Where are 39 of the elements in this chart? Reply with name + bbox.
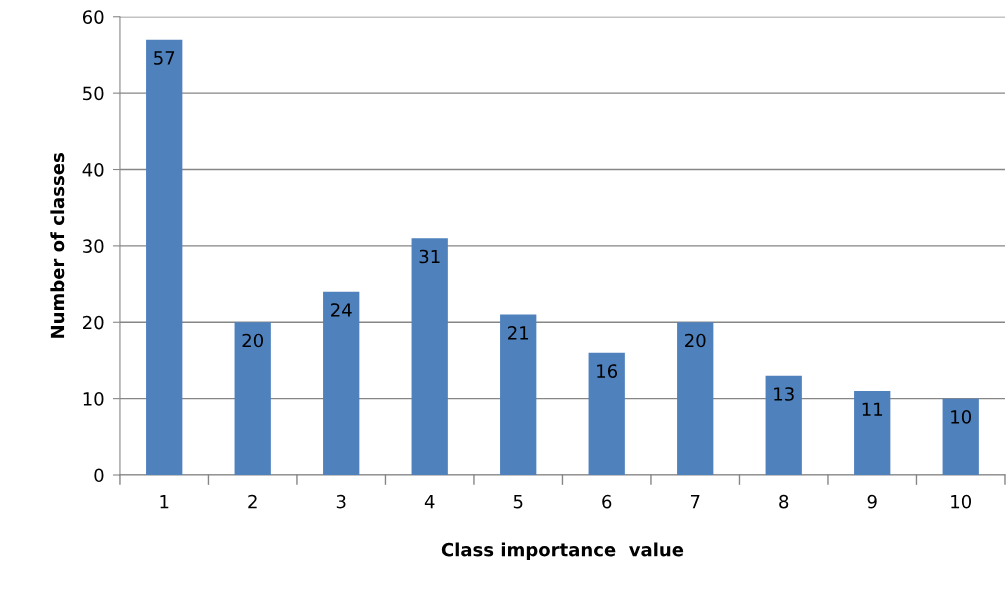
y-tick-label: 30 xyxy=(83,239,104,254)
bar xyxy=(854,391,891,476)
data-label: 16 xyxy=(597,364,618,378)
x-tick-label: 6 xyxy=(602,494,612,509)
y-tick-label: 60 xyxy=(82,10,104,24)
bar xyxy=(146,39,183,476)
x-tick-label: 10 xyxy=(951,494,972,509)
data-label: 20 xyxy=(242,333,263,348)
bar xyxy=(323,291,360,476)
data-label: 10 xyxy=(951,410,972,424)
x-axis-title: Class importance value xyxy=(441,542,684,560)
bar xyxy=(588,352,625,476)
y-tick-label: 40 xyxy=(82,162,104,177)
data-label: 24 xyxy=(331,303,352,317)
data-label: 57 xyxy=(154,51,175,65)
data-label: 21 xyxy=(508,326,529,340)
data-label: 20 xyxy=(685,333,706,348)
bar xyxy=(411,238,448,476)
bar xyxy=(765,375,802,476)
bar xyxy=(500,314,537,476)
y-tick-label: 0 xyxy=(94,468,104,483)
x-tick-label: 8 xyxy=(779,494,789,509)
x-tick-label: 9 xyxy=(867,494,877,509)
x-tick-label: 5 xyxy=(513,495,523,509)
y-tick-label: 50 xyxy=(83,86,104,101)
x-tick-label: 3 xyxy=(336,494,346,509)
x-tick-label: 4 xyxy=(424,495,435,509)
y-axis-title: Number of classes xyxy=(50,153,65,338)
x-tick-label: 2 xyxy=(248,494,257,509)
bar xyxy=(234,322,271,476)
data-label: 13 xyxy=(774,387,794,401)
x-tick-label: 1 xyxy=(160,495,169,509)
data-label: 11 xyxy=(862,402,883,416)
x-tick-label: 7 xyxy=(690,495,700,509)
bar xyxy=(942,398,979,476)
data-label: 31 xyxy=(419,249,440,264)
y-tick-label: 20 xyxy=(83,315,104,330)
bar xyxy=(677,322,714,476)
y-tick-label: 10 xyxy=(83,392,104,406)
